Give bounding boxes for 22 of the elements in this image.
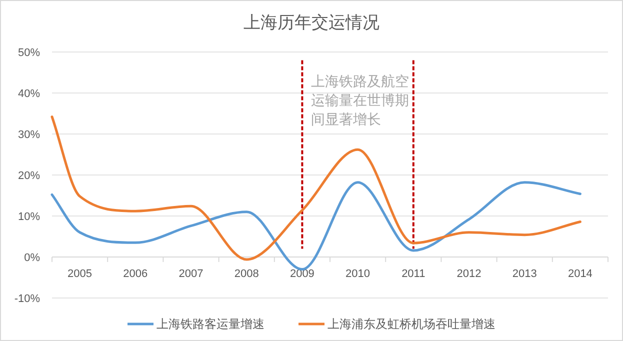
y-tick-label: -10% <box>14 293 40 305</box>
annotation: 上海铁路及航空运输量在世博期间显著增长 <box>311 73 410 127</box>
y-tick-label: 30% <box>18 129 40 141</box>
x-tick-label: 2009 <box>290 268 314 280</box>
x-tick-label: 2007 <box>178 268 204 280</box>
chart-title: 上海历年交运情况 <box>244 13 380 32</box>
x-tick-label: 2011 <box>402 268 426 280</box>
x-tick-label: 2010 <box>346 268 370 280</box>
legend-label: 上海铁路客运量增速 <box>156 317 264 331</box>
y-tick-label: 10% <box>18 211 40 223</box>
x-tick-label: 2006 <box>123 268 148 280</box>
y-tick-label: 0% <box>24 252 40 264</box>
x-tick-label: 2013 <box>512 268 537 280</box>
legend-label: 上海浦东及虹桥机场吞吐量增速 <box>328 317 496 331</box>
x-tick-label: 2012 <box>456 268 482 280</box>
x-tick-label: 2014 <box>568 268 592 280</box>
y-tick-label: 50% <box>18 47 40 59</box>
x-tick-label: 2005 <box>68 268 92 280</box>
y-tick-label: 40% <box>18 88 40 100</box>
line-series <box>50 181 582 271</box>
x-tick-label: 2008 <box>234 268 259 280</box>
y-tick-label: 20% <box>18 170 40 182</box>
